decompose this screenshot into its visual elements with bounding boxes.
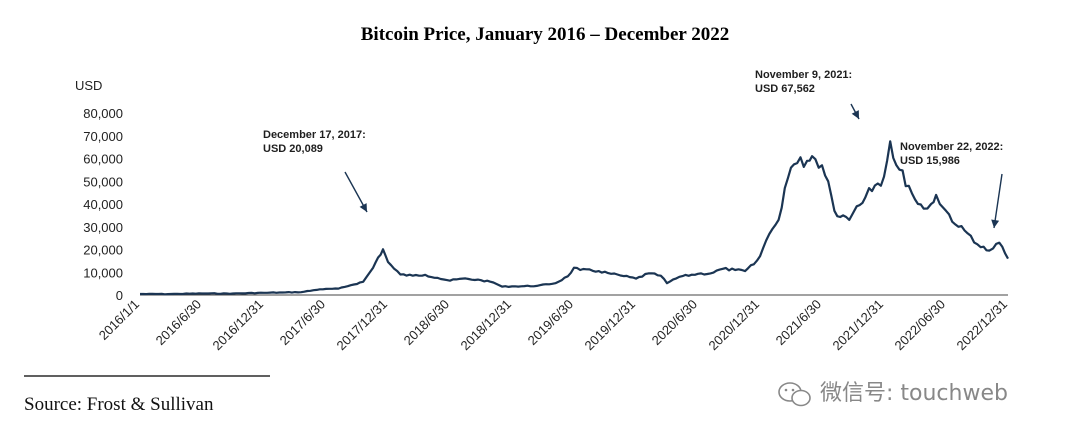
x-tick-label: 2017/12/31 <box>333 297 390 354</box>
y-axis-unit-label: USD <box>75 78 102 93</box>
x-tick-label: 2016/1/1 <box>96 297 142 343</box>
x-tick-label: 2020/12/31 <box>705 297 762 354</box>
source-note: Source: Frost & Sullivan <box>24 394 214 415</box>
annotation-arrowhead <box>851 110 859 119</box>
annotation-text: USD 15,986 <box>900 155 960 167</box>
x-tick-label: 2021/12/31 <box>829 297 886 354</box>
annotation-text: December 17, 2017: <box>263 129 366 141</box>
x-tick-label: 2017/6/30 <box>277 297 329 349</box>
x-tick-label: 2016/6/30 <box>153 297 205 349</box>
annotation-arrowhead <box>991 219 1000 228</box>
watermark: 微信号: touchweb <box>778 381 1008 407</box>
annotations: December 17, 2017: USD 20,089 November 9, … <box>263 69 1003 229</box>
x-tick-label: 2022/12/31 <box>953 297 1010 354</box>
x-tick-label: 2019/12/31 <box>581 297 638 354</box>
chart-title: Bitcoin Price, January 2016 – December 2… <box>361 24 730 45</box>
wechat-logo-icon <box>778 382 811 407</box>
annotation-text: November 22, 2022: <box>900 141 1003 153</box>
y-tick-label: 80,000 <box>83 106 123 121</box>
y-tick-label: 10,000 <box>83 265 123 280</box>
y-tick-label: 70,000 <box>83 129 123 144</box>
y-tick-label: 50,000 <box>83 174 123 189</box>
y-tick-label: 20,000 <box>83 243 123 258</box>
annotation-arrowhead <box>359 203 367 212</box>
y-axis-ticks: 0 10,000 20,000 30,000 40,000 50,000 60,000 70,… <box>83 106 123 303</box>
y-tick-label: 40,000 <box>83 197 123 212</box>
watermark-text: 微信号: touchweb <box>820 381 1008 406</box>
annotation-text: November 9, 2021: <box>755 69 852 81</box>
annotation-2: November 9, 2021: USD 67,562 <box>755 69 860 120</box>
y-tick-label: 30,000 <box>83 220 123 235</box>
x-tick-label: 2018/12/31 <box>457 297 514 354</box>
x-tick-label: 2021/6/30 <box>773 297 825 349</box>
x-tick-label: 2018/6/30 <box>401 297 453 349</box>
annotation-arrow <box>993 173 1003 229</box>
annotation-3: November 22, 2022: USD 15,986 <box>900 141 1003 229</box>
annotation-text: USD 20,089 <box>263 143 323 155</box>
x-tick-label: 2020/6/30 <box>649 297 701 349</box>
annotation-text: USD 67,562 <box>755 83 815 95</box>
x-tick-label: 2019/6/30 <box>525 297 577 349</box>
y-tick-label: 60,000 <box>83 152 123 167</box>
y-tick-label: 0 <box>116 288 123 303</box>
price-series-line <box>140 140 1009 296</box>
x-axis-ticks: 2016/1/1 2016/6/30 2016/12/31 2017/6/30 2017… <box>96 297 1010 354</box>
x-tick-label: 2022/06/30 <box>891 297 948 354</box>
annotation-1: December 17, 2017: USD 20,089 <box>263 129 368 213</box>
x-tick-label: 2016/12/31 <box>209 297 266 354</box>
